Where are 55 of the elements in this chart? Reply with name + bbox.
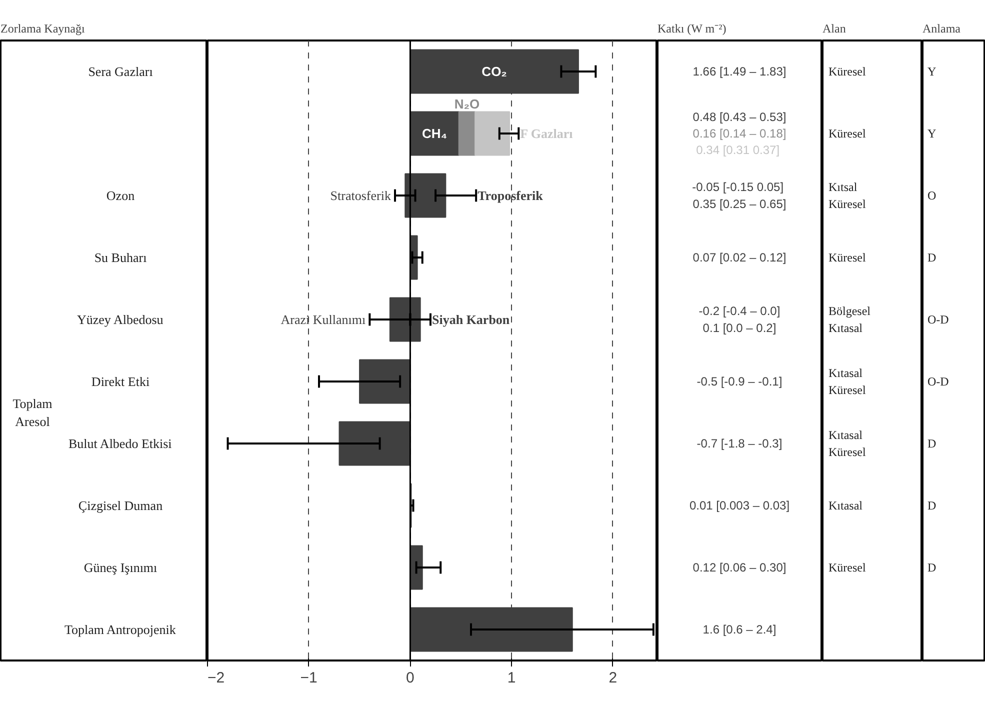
text: -0.5 [-0.9 – -0.1] bbox=[696, 374, 782, 388]
y-tick-label: Direkt Etki bbox=[91, 374, 150, 389]
series-label: CH₄ bbox=[422, 126, 448, 141]
x-tick-label: −2 bbox=[208, 670, 225, 686]
text: Bölgesel Kıtasal bbox=[828, 304, 872, 335]
text: D bbox=[928, 560, 936, 574]
text: Kıtasal Küresel bbox=[828, 428, 866, 459]
y-tick-label: Toplam Antropojenik bbox=[64, 622, 176, 637]
text: O-D bbox=[928, 312, 950, 326]
text: 0.07 [0.02 – 0.12] bbox=[692, 250, 786, 264]
x-tick-label: 0 bbox=[406, 670, 414, 686]
text: 0.12 [0.06 – 0.30] bbox=[692, 560, 786, 574]
text: Küresel bbox=[828, 250, 866, 264]
text: Kıtasal bbox=[828, 498, 864, 512]
text: D bbox=[928, 436, 936, 450]
x-tick-label: 2 bbox=[608, 670, 618, 686]
text: Anlama bbox=[922, 22, 962, 36]
text: -0.7 [-1.8 – -0.3] bbox=[696, 436, 782, 450]
text: D bbox=[928, 498, 936, 512]
series-label: N₂O bbox=[454, 96, 480, 112]
text: Katkı (W m⁻²) bbox=[658, 22, 726, 36]
text: -0.2 [-0.4 – 0.0] 0.1 [0.0 – 0.2] bbox=[698, 304, 780, 335]
text: 0.48 [0.43 – 0.53] 0.16 [0.14 – 0.18] 0.34 [0.31 0.37] bbox=[692, 110, 786, 158]
y-tick-label: Ozon bbox=[106, 188, 136, 203]
series-label: Arazi Kullanımı bbox=[280, 312, 366, 327]
text: Troposferik bbox=[478, 188, 544, 203]
text: Küresel bbox=[828, 126, 866, 140]
series-label: CO₂ bbox=[482, 64, 508, 79]
text: Kıtasal Küresel bbox=[828, 366, 866, 397]
text: 1.66 [1.49 – 1.83] bbox=[692, 64, 786, 78]
text: O bbox=[928, 188, 936, 202]
text: D bbox=[928, 250, 936, 264]
text: O-D bbox=[928, 374, 950, 388]
text: Kıtsal Küresel bbox=[828, 180, 866, 211]
x-tick-label: −1 bbox=[300, 670, 318, 686]
x-tick-label: 1 bbox=[507, 670, 516, 686]
text: 0.01 [0.003 – 0.03] bbox=[689, 498, 790, 512]
y-tick-label: Çizgisel Duman bbox=[78, 498, 164, 513]
series-label: Siyah Karbon bbox=[432, 312, 510, 327]
y-tick-label: Güneş Işınımı bbox=[84, 560, 158, 575]
y-tick-label: Bulut Albedo Etkisi bbox=[68, 436, 172, 451]
y-tick-label: Sera Gazları bbox=[88, 64, 154, 79]
series-label: F Gazları bbox=[520, 126, 574, 141]
text: Y bbox=[928, 64, 936, 78]
text: 1.6 [0.6 – 2.4] bbox=[702, 622, 776, 636]
text: Küresel bbox=[828, 560, 866, 574]
y-tick-label: Yüzey Albedosu bbox=[76, 312, 164, 327]
text: -0.05 [-0.15 0.05] 0.35 [0.25 – 0.65] bbox=[692, 180, 786, 211]
text: Küresel bbox=[828, 64, 866, 78]
y-tick-label: Su Buharı bbox=[94, 250, 148, 265]
text: Y bbox=[928, 126, 936, 140]
series-label: Stratosferik bbox=[330, 188, 392, 203]
text: Alan bbox=[822, 22, 846, 36]
text: Zorlama Kaynağı bbox=[0, 22, 86, 36]
text: Toplam Aresol bbox=[12, 396, 52, 429]
